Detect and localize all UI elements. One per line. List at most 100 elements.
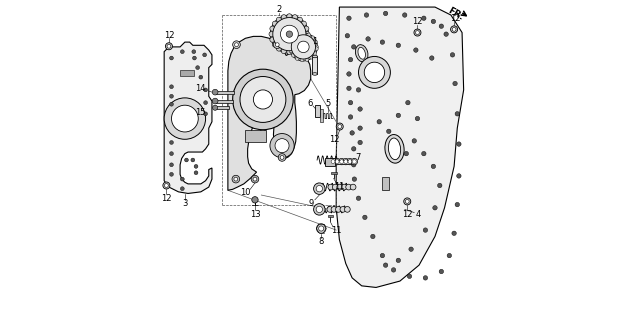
- Circle shape: [416, 31, 420, 35]
- Circle shape: [357, 88, 361, 92]
- Circle shape: [346, 184, 351, 190]
- Circle shape: [170, 85, 174, 89]
- Bar: [325, 158, 334, 166]
- Circle shape: [270, 26, 275, 31]
- Ellipse shape: [385, 134, 404, 163]
- Bar: [180, 124, 182, 130]
- Circle shape: [164, 98, 206, 139]
- Circle shape: [298, 41, 309, 52]
- Circle shape: [281, 15, 286, 20]
- Circle shape: [430, 56, 434, 60]
- Circle shape: [289, 49, 293, 53]
- Text: 12: 12: [412, 17, 423, 26]
- Circle shape: [337, 184, 343, 190]
- Circle shape: [204, 101, 208, 105]
- Bar: [215, 107, 230, 109]
- Bar: [215, 100, 233, 103]
- Circle shape: [297, 46, 302, 51]
- Circle shape: [170, 56, 174, 60]
- Circle shape: [172, 105, 198, 132]
- Circle shape: [350, 184, 356, 190]
- Circle shape: [273, 42, 278, 47]
- Circle shape: [331, 206, 337, 212]
- Circle shape: [338, 124, 341, 128]
- Text: 12: 12: [451, 14, 461, 23]
- Circle shape: [331, 160, 335, 164]
- Circle shape: [327, 206, 333, 212]
- Circle shape: [319, 226, 324, 231]
- Circle shape: [336, 206, 341, 212]
- Circle shape: [232, 175, 240, 183]
- Circle shape: [380, 253, 385, 258]
- Circle shape: [351, 163, 356, 167]
- Circle shape: [301, 21, 307, 26]
- Circle shape: [412, 139, 416, 143]
- Text: 9: 9: [308, 198, 314, 207]
- Ellipse shape: [358, 47, 365, 59]
- Circle shape: [414, 29, 421, 36]
- Circle shape: [292, 49, 297, 54]
- Circle shape: [275, 139, 289, 153]
- Text: 13: 13: [250, 210, 260, 219]
- Circle shape: [439, 24, 444, 28]
- Text: 8: 8: [319, 237, 324, 246]
- Circle shape: [348, 160, 352, 164]
- Text: 11: 11: [331, 226, 341, 235]
- Bar: [312, 56, 317, 74]
- Text: 1: 1: [312, 37, 317, 46]
- Circle shape: [314, 47, 318, 51]
- Circle shape: [396, 43, 401, 48]
- Circle shape: [194, 164, 198, 168]
- Circle shape: [396, 258, 401, 263]
- Circle shape: [184, 158, 189, 162]
- Circle shape: [192, 50, 196, 53]
- Circle shape: [163, 182, 170, 189]
- Circle shape: [290, 33, 317, 61]
- Circle shape: [199, 75, 203, 79]
- Text: FR.: FR.: [446, 6, 465, 22]
- Circle shape: [270, 133, 294, 158]
- Ellipse shape: [389, 138, 401, 160]
- Circle shape: [170, 152, 174, 156]
- Circle shape: [253, 177, 257, 181]
- Circle shape: [314, 45, 319, 49]
- Polygon shape: [336, 7, 464, 287]
- Bar: [180, 112, 182, 120]
- Circle shape: [233, 41, 240, 49]
- Circle shape: [180, 187, 184, 191]
- Circle shape: [287, 50, 292, 54]
- Circle shape: [314, 183, 325, 195]
- Circle shape: [276, 17, 281, 22]
- Text: 14: 14: [196, 84, 206, 93]
- Circle shape: [404, 198, 411, 205]
- Circle shape: [391, 268, 396, 272]
- Circle shape: [301, 42, 307, 47]
- Circle shape: [280, 25, 298, 43]
- Circle shape: [290, 39, 293, 43]
- Circle shape: [310, 55, 314, 59]
- Circle shape: [345, 206, 350, 212]
- Circle shape: [235, 43, 239, 47]
- Circle shape: [313, 52, 317, 55]
- Circle shape: [455, 112, 459, 116]
- Bar: [327, 215, 333, 217]
- Ellipse shape: [355, 45, 368, 62]
- Circle shape: [439, 269, 444, 274]
- Circle shape: [270, 37, 275, 42]
- Circle shape: [191, 158, 195, 162]
- Circle shape: [414, 48, 418, 52]
- Circle shape: [341, 184, 347, 190]
- Polygon shape: [228, 36, 310, 190]
- Bar: [245, 130, 266, 141]
- Circle shape: [287, 14, 292, 19]
- Circle shape: [270, 15, 309, 53]
- Circle shape: [370, 234, 375, 239]
- Bar: [334, 160, 351, 164]
- Circle shape: [452, 28, 456, 31]
- Circle shape: [297, 33, 301, 36]
- Circle shape: [351, 158, 358, 165]
- Circle shape: [316, 206, 322, 212]
- Circle shape: [358, 56, 391, 88]
- Text: 10: 10: [240, 188, 251, 197]
- Circle shape: [405, 199, 409, 203]
